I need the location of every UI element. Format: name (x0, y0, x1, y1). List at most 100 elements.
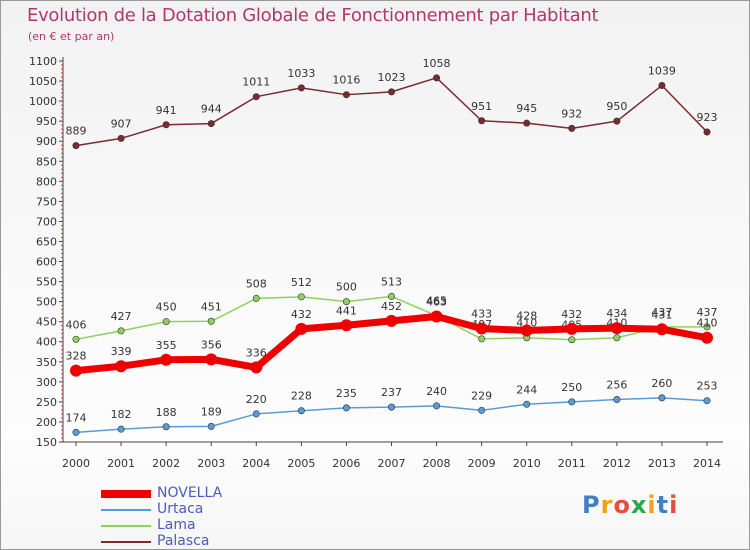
data-label-novella: 328 (66, 350, 87, 363)
logo-letter: t (656, 491, 670, 519)
legend-swatch-novella (101, 490, 151, 498)
data-point-lama (297, 293, 305, 301)
data-label-novella: 336 (246, 346, 267, 359)
x-tick-label: 2001 (107, 457, 135, 470)
data-point-urtaca (342, 404, 350, 412)
y-tick-label: 950 (36, 115, 57, 128)
data-label-lama: 451 (201, 300, 222, 313)
y-tick-label: 150 (36, 436, 57, 449)
data-label-urtaca: 220 (246, 393, 267, 406)
data-label-novella: 452 (381, 300, 402, 313)
data-point-urtaca (297, 407, 305, 415)
y-tick-label: 750 (36, 195, 57, 208)
data-label-novella: 441 (336, 304, 357, 317)
data-point-novella (565, 322, 578, 335)
data-point-novella (655, 323, 668, 336)
x-tick-label: 2005 (287, 457, 315, 470)
y-tick-label: 550 (36, 276, 57, 289)
data-label-novella: 432 (561, 308, 582, 321)
data-label-urtaca: 260 (651, 377, 672, 390)
data-label-urtaca: 235 (336, 387, 357, 400)
logo-letter: o (613, 491, 631, 519)
data-point-urtaca (433, 402, 441, 410)
legend-swatch-lama (101, 525, 151, 527)
logo-letter: r (600, 491, 614, 519)
x-tick-label: 2010 (513, 457, 541, 470)
data-point-lama (342, 298, 350, 306)
data-label-palasca: 1033 (287, 67, 315, 80)
data-point-novella (385, 314, 398, 327)
data-point-palasca (703, 128, 711, 136)
x-tick-label: 2002 (152, 457, 180, 470)
data-point-urtaca (613, 395, 621, 403)
data-label-lama: 508 (246, 277, 267, 290)
y-tick-label: 300 (36, 376, 57, 389)
data-label-urtaca: 250 (561, 381, 582, 394)
data-point-palasca (297, 84, 305, 92)
legend-label-novella: NOVELLA (157, 485, 223, 501)
data-label-novella: 410 (697, 317, 718, 330)
data-point-novella (115, 360, 128, 373)
data-point-urtaca (568, 398, 576, 406)
data-point-palasca (117, 134, 125, 142)
legend-swatch-palasca (101, 541, 151, 543)
data-label-palasca: 1023 (378, 71, 406, 84)
x-tick-label: 2000 (62, 457, 90, 470)
data-point-novella (340, 319, 353, 332)
y-tick-label: 1000 (29, 95, 57, 108)
data-point-novella (205, 353, 218, 366)
logo-letter: x (630, 491, 648, 519)
x-tick-label: 2013 (648, 457, 676, 470)
y-tick-label: 350 (36, 356, 57, 369)
data-label-novella: 355 (156, 339, 177, 352)
data-point-novella (475, 322, 488, 335)
data-label-novella: 463 (426, 295, 447, 308)
data-point-urtaca (117, 425, 125, 433)
y-tick-label: 900 (36, 135, 57, 148)
data-point-novella (430, 310, 443, 323)
data-point-novella (701, 331, 713, 344)
data-label-palasca: 950 (606, 100, 627, 113)
data-point-lama (72, 335, 80, 343)
data-label-lama: 513 (381, 275, 402, 288)
data-label-lama: 465 (426, 295, 447, 308)
data-point-palasca (433, 74, 441, 82)
data-label-lama: 427 (111, 310, 132, 323)
legend-swatch-urtaca (101, 509, 151, 511)
data-point-lama (207, 317, 215, 325)
x-tick-label: 2008 (423, 457, 451, 470)
data-label-palasca: 889 (66, 125, 87, 138)
data-point-urtaca (387, 403, 395, 411)
data-label-novella: 356 (201, 338, 222, 351)
data-point-palasca (658, 81, 666, 89)
data-label-palasca: 932 (561, 107, 582, 120)
data-label-urtaca: 174 (66, 411, 87, 424)
data-label-palasca: 951 (471, 100, 492, 113)
logo-letter: i (669, 491, 679, 519)
x-tick-label: 2006 (332, 457, 360, 470)
data-label-urtaca: 244 (516, 383, 537, 396)
data-point-urtaca (658, 394, 666, 402)
data-point-palasca (613, 117, 621, 125)
proxiti-logo: Proxiti (582, 491, 678, 519)
data-label-novella: 432 (291, 308, 312, 321)
data-point-palasca (72, 142, 80, 150)
data-label-urtaca: 240 (426, 385, 447, 398)
x-tick-label: 2003 (197, 457, 225, 470)
data-point-palasca (523, 119, 531, 127)
y-tick-label: 1100 (29, 55, 57, 68)
data-label-urtaca: 182 (111, 408, 132, 421)
data-label-lama: 450 (156, 301, 177, 314)
data-point-palasca (342, 91, 350, 99)
data-label-lama: 500 (336, 281, 357, 294)
x-tick-label: 2011 (558, 457, 586, 470)
y-tick-label: 450 (36, 316, 57, 329)
data-label-lama: 410 (516, 317, 537, 330)
data-point-urtaca (523, 400, 531, 408)
y-tick-label: 850 (36, 155, 57, 168)
data-label-lama: 512 (291, 276, 312, 289)
y-tick-label: 700 (36, 215, 57, 228)
data-label-novella: 339 (111, 345, 132, 358)
